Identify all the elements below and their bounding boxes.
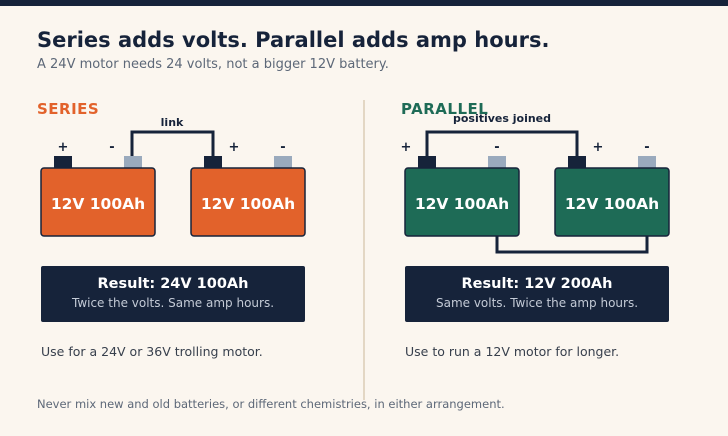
series-battery-2-minus-sign: - — [280, 140, 285, 155]
series-battery-1-plus-terminal — [54, 156, 72, 168]
series-battery-2-minus-terminal — [274, 156, 292, 168]
parallel-result-title: Result: 12V 200Ah — [461, 276, 613, 292]
footer-warning: Never mix new and old batteries, or diff… — [37, 397, 505, 411]
series-battery-2-label: 12V 100Ah — [201, 195, 295, 213]
series-result-subtitle: Twice the volts. Same amp hours. — [71, 296, 275, 310]
parallel-heading: PARALLEL — [401, 100, 489, 118]
page-title: Series adds volts. Parallel adds amp hou… — [37, 28, 550, 52]
parallel-battery-2-label: 12V 100Ah — [565, 195, 659, 213]
series-battery-2-plus-sign: + — [229, 140, 240, 155]
parallel-result-subtitle: Same volts. Twice the amp hours. — [435, 296, 639, 310]
series-battery-1-body — [40, 167, 156, 237]
parallel-battery-1: + - 12V 100Ah — [401, 140, 520, 237]
series-battery-2: + - 12V 100Ah — [190, 140, 306, 237]
series-link-wire — [130, 130, 215, 157]
parallel-battery-2-body — [554, 167, 670, 237]
parallel-positive-wire — [425, 130, 579, 157]
parallel-battery-1-plus-terminal — [418, 156, 436, 168]
series-use-note: Use for a 24V or 36V trolling motor. — [41, 344, 263, 359]
series-battery-1-label: 12V 100Ah — [51, 195, 145, 213]
parallel-battery-1-minus-sign: - — [494, 140, 499, 155]
series-heading: SERIES — [37, 100, 100, 118]
series-battery-1-minus-terminal — [124, 156, 142, 168]
parallel-battery-1-label: 12V 100Ah — [415, 195, 509, 213]
parallel-use-note: Use to run a 12V motor for longer. — [405, 344, 620, 359]
parallel-battery-1-plus-sign: + — [401, 140, 412, 155]
parallel-battery-2-plus-terminal — [568, 156, 586, 168]
parallel-battery-2-minus-terminal — [638, 156, 656, 168]
series-result-title: Result: 24V 100Ah — [97, 276, 249, 292]
series-battery-2-body — [190, 167, 306, 237]
series-battery-1: + - 12V 100Ah — [40, 140, 156, 237]
series-battery-1-plus-sign: + — [58, 140, 69, 155]
parallel-battery-2-plus-sign: + — [593, 140, 604, 155]
parallel-battery-2: + - 12V 100Ah — [554, 140, 670, 237]
parallel-battery-1-body — [404, 167, 520, 237]
parallel-negative-wire — [495, 236, 649, 254]
parallel-wire-label: positives joined — [453, 112, 551, 125]
page-subtitle: A 24V motor needs 24 volts, not a bigger… — [37, 57, 389, 72]
series-wire-label: link — [161, 116, 184, 129]
parallel-result-box: Result: 12V 200Ah Same volts. Twice the … — [405, 266, 669, 322]
section-divider — [363, 100, 365, 400]
series-battery-2-plus-terminal — [204, 156, 222, 168]
series-battery-1-minus-sign: - — [109, 140, 114, 155]
top-bar — [0, 0, 728, 6]
parallel-battery-2-minus-sign: - — [644, 140, 649, 155]
series-result-box: Result: 24V 100Ah Twice the volts. Same … — [41, 266, 305, 322]
parallel-battery-1-minus-terminal — [488, 156, 506, 168]
